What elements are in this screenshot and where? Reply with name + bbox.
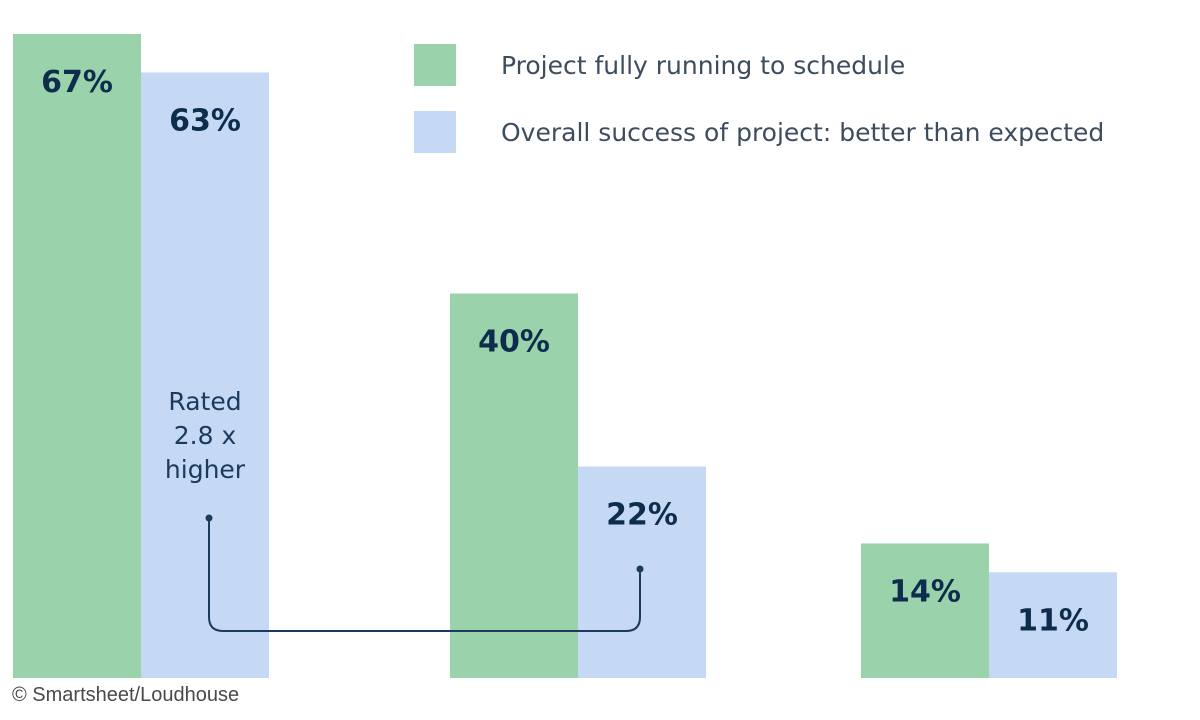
legend: Project fully running to schedule Overall…	[414, 44, 1104, 153]
annotation: Rated 2.8 x higher	[165, 387, 644, 632]
legend-swatch-1	[414, 44, 456, 86]
annotation-connector	[208, 518, 641, 632]
connector-dot-end	[636, 565, 644, 573]
credit-text: © Smartsheet/Loudhouse	[12, 684, 240, 706]
data-label-s2-g1: 63%	[169, 103, 241, 138]
legend-label-1: Project fully running to schedule	[501, 51, 905, 80]
bar-labels: 67% 40% 14% 63% 22% 11%	[41, 65, 1089, 638]
connector-dot-start	[205, 514, 213, 522]
data-label-s1-g3: 14%	[889, 574, 961, 609]
data-label-s2-g3: 11%	[1017, 603, 1089, 638]
data-label-s2-g2: 22%	[606, 498, 678, 533]
data-label-s1-g1: 67%	[41, 65, 113, 100]
annotation-line-1: Rated	[168, 387, 241, 416]
bar-s2-g2	[578, 466, 706, 678]
bar-s2-g3	[989, 572, 1117, 678]
annotation-line-2: 2.8 x	[174, 421, 237, 450]
bar-s2-g1	[141, 72, 269, 679]
annotation-line-3: higher	[165, 455, 246, 484]
legend-swatch-2	[414, 111, 456, 153]
bar-s1-g1	[13, 34, 141, 678]
data-label-s1-g2: 40%	[478, 325, 550, 360]
bar-s1-g2	[450, 293, 578, 678]
legend-label-2: Overall success of project: better than …	[501, 118, 1104, 147]
bars	[13, 34, 1117, 679]
bar-s1-g3	[861, 543, 989, 678]
